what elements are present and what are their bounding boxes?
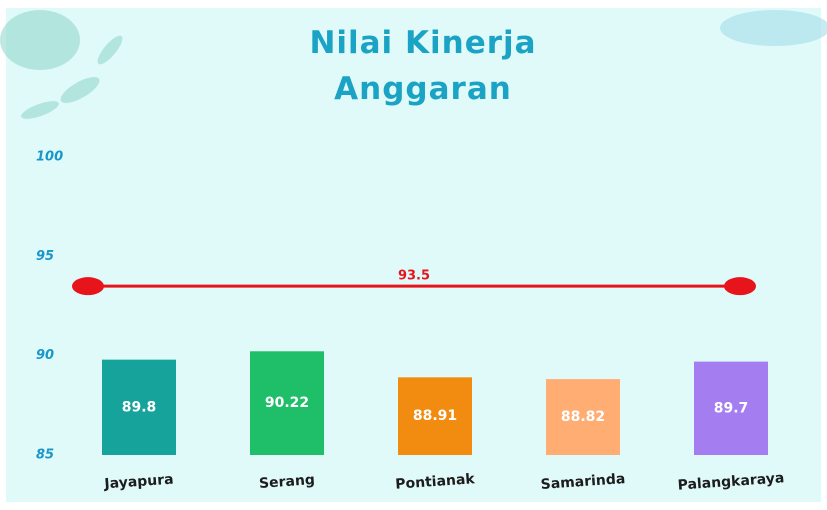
y-tick-label: 95 [36,249,54,264]
value-label: 90.22 [265,395,309,411]
reference-end [72,277,104,296]
y-tick-label: 85 [36,448,54,463]
value-label: 88.82 [561,409,605,425]
x-tick-label: Jayapura [103,472,174,493]
bar [398,377,472,455]
x-tick-label: Pontianak [395,471,476,493]
decoration [0,10,827,119]
bar [102,359,176,455]
y-tick-label: 100 [36,150,63,165]
y-tick-label: 90 [36,348,54,363]
value-label: 88.91 [413,408,457,424]
bar [694,361,768,455]
value-label: 89.8 [122,399,157,415]
reference-end [724,277,756,296]
x-tick-label: Samarinda [540,471,626,493]
chart-title: Nilai Kinerja Anggaran [309,25,537,107]
x-tick-label: Palangkaraya [677,470,785,493]
reference-label: 93.5 [398,269,430,284]
bar [546,379,620,455]
value-label: 89.7 [714,400,749,416]
x-tick-label: Serang [259,472,316,492]
bar [250,351,324,455]
